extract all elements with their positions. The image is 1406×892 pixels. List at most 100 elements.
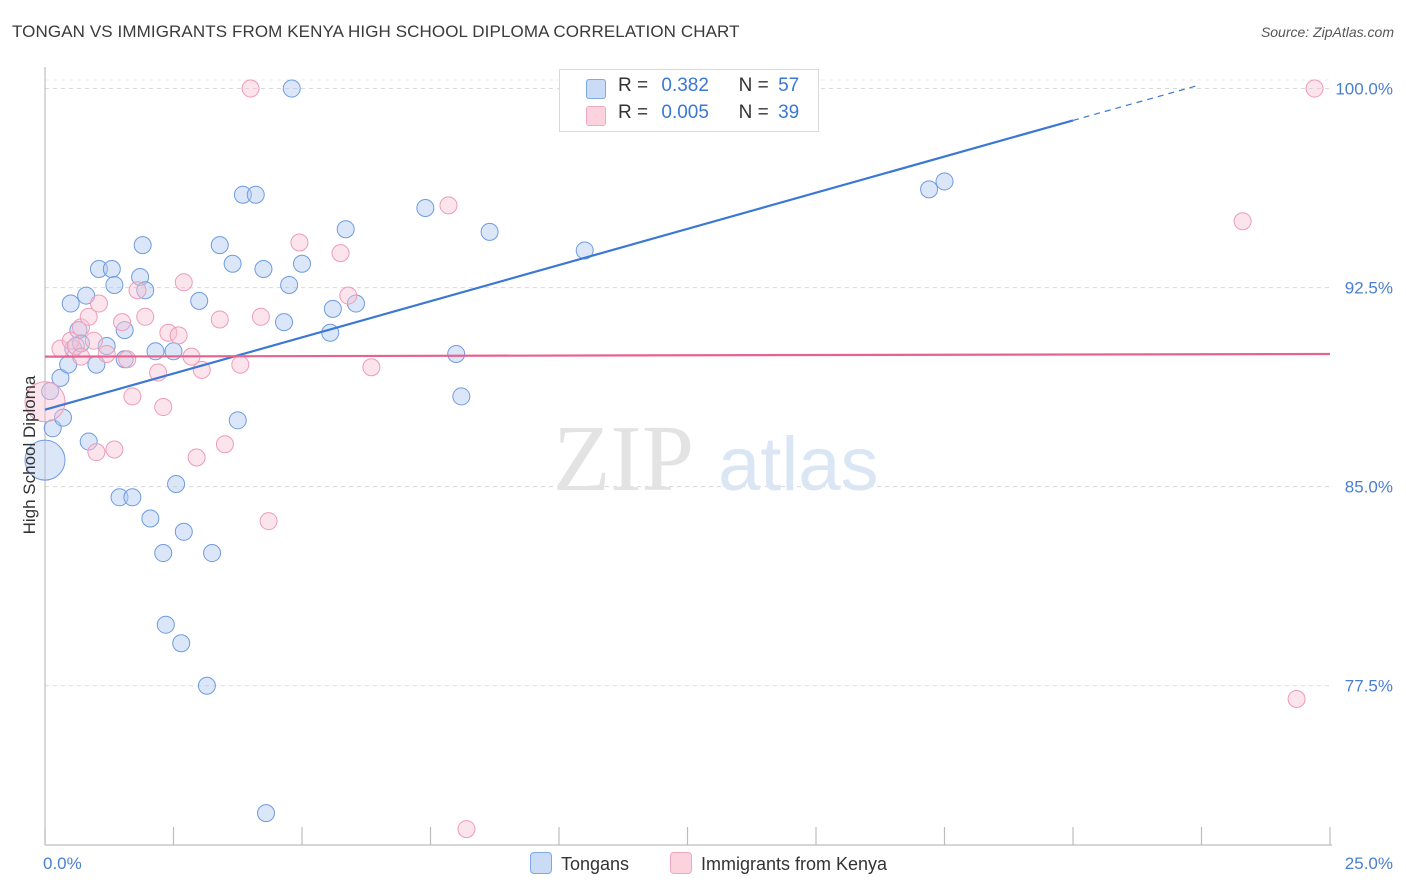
bottom-legend-swatch-tongans — [530, 852, 552, 874]
data-point — [84, 331, 103, 350]
watermark-atlas: atlas — [718, 422, 879, 507]
data-point — [439, 196, 458, 215]
data-point — [24, 381, 66, 423]
data-point — [197, 676, 216, 695]
data-point — [79, 432, 98, 451]
axes — [44, 67, 1332, 846]
data-point — [71, 318, 90, 337]
y-tick-labels: 100.0% 92.5% 85.0% 77.5% — [1335, 80, 1393, 696]
data-point — [128, 281, 147, 300]
data-point — [89, 260, 108, 279]
y-axis-label: High School Diploma — [20, 375, 39, 534]
data-point — [935, 172, 954, 191]
x-tick-label: 25.0% — [1345, 854, 1393, 873]
y-tick-label: 77.5% — [1345, 677, 1393, 696]
data-point — [233, 185, 252, 204]
data-point — [167, 475, 186, 494]
data-point — [228, 411, 247, 430]
data-point — [89, 294, 108, 313]
data-point — [141, 509, 160, 528]
data-point — [1287, 690, 1306, 709]
watermark: ZIP atlas — [553, 407, 879, 511]
data-point — [172, 634, 191, 653]
data-point — [123, 488, 142, 507]
y-tick-label: 92.5% — [1345, 279, 1393, 298]
data-point — [118, 350, 137, 369]
data-point — [174, 273, 193, 292]
data-point — [920, 180, 939, 199]
data-point — [275, 313, 294, 332]
data-point — [362, 358, 381, 377]
data-point — [457, 820, 476, 839]
data-point — [113, 313, 132, 332]
data-point — [331, 244, 350, 263]
data-point — [61, 331, 80, 350]
bottom-legend-label: Immigrants from Kenya — [701, 854, 888, 874]
data-point — [323, 299, 342, 318]
data-point — [154, 544, 173, 563]
bottom-legend-kenya: Immigrants from Kenya — [670, 852, 887, 875]
data-point — [105, 440, 124, 459]
trend-line-kenya — [44, 352, 1331, 358]
data-point — [231, 355, 250, 374]
data-point — [131, 267, 150, 286]
data-point — [259, 512, 278, 531]
data-point — [110, 488, 129, 507]
data-point — [136, 281, 155, 300]
chart-source: Source: ZipAtlas.com — [1260, 24, 1394, 40]
data-point — [136, 307, 155, 326]
bottom-legend-label: Tongans — [561, 854, 630, 874]
data-point — [169, 326, 188, 345]
legend-n-value: 57 — [778, 75, 800, 96]
data-point — [257, 804, 276, 823]
trend-line-tongans — [44, 119, 1074, 411]
legend-r-value: 0.382 — [661, 75, 709, 96]
data-point — [336, 220, 355, 239]
trend-line-tongans-extension — [1072, 85, 1197, 121]
legend-r-value: 0.005 — [661, 102, 709, 123]
legend-n-value: 39 — [778, 102, 800, 123]
bottom-legend-swatch-kenya — [670, 852, 692, 874]
legend-n-label: N = — [738, 102, 769, 123]
y-tick-label: 100.0% — [1335, 80, 1393, 99]
data-point — [293, 254, 311, 273]
series-tongans — [24, 79, 954, 823]
data-point — [241, 79, 260, 98]
data-point — [280, 275, 299, 294]
data-point — [123, 387, 142, 406]
data-point — [133, 236, 152, 255]
data-point — [416, 198, 435, 217]
data-point — [203, 544, 222, 563]
legend-n-label: N = — [738, 75, 769, 96]
y-tick-label: 85.0% — [1345, 478, 1393, 497]
trend-lines — [44, 85, 1331, 411]
data-point — [452, 387, 471, 406]
x-tick-label: 0.0% — [43, 854, 82, 873]
data-point — [102, 260, 121, 279]
data-point — [51, 368, 70, 387]
data-point — [251, 307, 270, 326]
data-point — [69, 321, 88, 340]
data-point — [174, 522, 193, 541]
data-point — [66, 337, 85, 356]
data-point — [187, 448, 206, 467]
correlation-legend: R = 0.382 N = 57 R = 0.005 N = 39 — [559, 69, 819, 132]
data-point — [156, 615, 175, 634]
legend-swatch-tongans — [586, 79, 606, 99]
data-point — [210, 236, 229, 255]
data-point — [61, 294, 80, 313]
bottom-legend-tongans: Tongans — [530, 852, 629, 875]
data-point — [154, 398, 173, 417]
legend-row-kenya: R = 0.005 N = 39 — [586, 102, 800, 126]
data-point — [282, 79, 301, 98]
data-point — [246, 185, 265, 204]
data-point — [254, 260, 273, 279]
data-point — [447, 344, 466, 363]
data-point — [79, 307, 98, 326]
data-point — [87, 443, 106, 462]
data-point — [1233, 212, 1252, 231]
legend-r-label: R = — [618, 102, 649, 123]
x-tick-labels: 0.0% 25.0% — [43, 854, 1393, 873]
legend-swatch-kenya — [586, 106, 606, 126]
